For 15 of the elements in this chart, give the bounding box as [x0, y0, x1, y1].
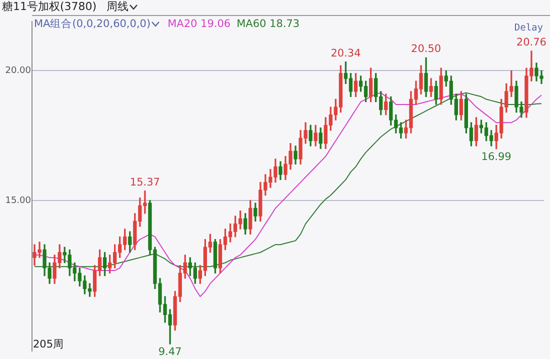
chart-title: 糖11号加权(3780): [2, 0, 97, 13]
annotation: 15.37: [130, 176, 160, 188]
legend-title: MA组合(0,0,20,60,0,0): [34, 18, 151, 30]
y-tick-label: 15.00: [5, 196, 32, 206]
annotation: 20.76: [516, 36, 547, 48]
text: MA20 19.06: [168, 18, 231, 30]
annotation: 205周: [33, 338, 64, 350]
chart-subtitle: 周线: [106, 0, 130, 13]
annotation: 16.99: [481, 150, 512, 163]
annotation: Delay: [514, 22, 544, 34]
text: MA60 18.73: [236, 18, 300, 30]
annotation: 20.50: [411, 43, 442, 56]
annotation: 9.47: [158, 346, 182, 358]
y-tick-label: 20.00: [5, 66, 32, 76]
annotation: 20.34: [330, 47, 362, 60]
